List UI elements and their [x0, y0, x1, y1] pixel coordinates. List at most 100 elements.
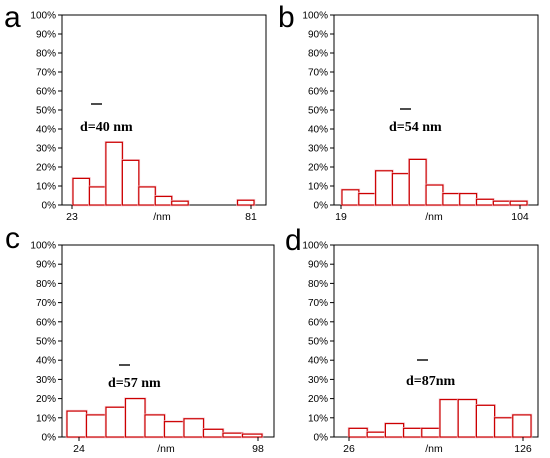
y-tick-label-d: 70% [308, 298, 328, 309]
histogram-bar-d [494, 417, 514, 438]
histogram-bar-a [236, 199, 255, 206]
y-tick-label-a: 100% [30, 11, 56, 22]
histogram-bar-c [241, 433, 263, 438]
y-tick-label-a: 50% [36, 106, 56, 117]
x-unit-label-c: /nm [157, 443, 175, 455]
histogram-bar-b [459, 193, 478, 206]
x-unit-label-a: /nm [153, 211, 171, 223]
y-tick-label-b: 30% [308, 144, 328, 155]
y-tick-label-b: 90% [308, 30, 328, 41]
histogram-bar-c [144, 414, 166, 438]
y-tick-label-b: 20% [308, 163, 328, 174]
histogram-bar-d [475, 404, 496, 438]
y-tick-label-c: 20% [36, 394, 56, 405]
plot-frame-b [333, 14, 539, 206]
x-tick-label-a: 81 [245, 211, 257, 223]
histogram-bar-a [121, 159, 140, 206]
histogram-bar-c [163, 421, 185, 438]
x-tick-label-b: 104 [511, 211, 529, 223]
histogram-bar-c [183, 418, 205, 438]
histogram-bar-c [202, 428, 224, 438]
plot-frame-a [61, 14, 267, 206]
x-unit-label-d: /nm [425, 443, 443, 455]
y-tick-label-a: 0% [42, 201, 57, 212]
y-tick-label-a: 90% [36, 30, 56, 41]
histogram-bar-b [425, 184, 444, 206]
panel-label-a: a [4, 1, 21, 34]
y-tick-label-a: 20% [36, 163, 56, 174]
histogram-bar-a [88, 186, 107, 206]
histogram-bar-d [439, 398, 459, 438]
y-tick-label-a: 60% [36, 87, 56, 98]
mean-diameter-annotation-d: d=87nm [406, 374, 456, 389]
y-tick-label-d: 10% [308, 413, 328, 424]
y-tick-label-a: 10% [36, 182, 56, 193]
x-tick-label-d: 126 [514, 443, 532, 455]
histogram-bar-c [66, 410, 88, 438]
x-tick-label-d: 26 [343, 443, 355, 455]
histogram-bar-c [124, 398, 146, 438]
y-tick-label-d: 20% [308, 394, 328, 405]
y-tick-label-c: 70% [36, 298, 56, 309]
histogram-bar-b [509, 200, 528, 206]
x-tick-label-c: 24 [73, 443, 85, 455]
y-tick-label-d: 30% [308, 375, 328, 386]
y-tick-label-a: 70% [36, 68, 56, 79]
mean-diameter-annotation-c: d=57 nm [108, 376, 161, 391]
histogram-bar-d [512, 414, 532, 438]
y-tick-label-b: 0% [314, 201, 329, 212]
y-tick-label-c: 90% [36, 260, 56, 271]
y-tick-label-b: 10% [308, 182, 328, 193]
histogram-bar-b [391, 173, 410, 206]
y-tick-label-a: 40% [36, 125, 56, 136]
y-tick-label-d: 60% [308, 317, 328, 328]
histogram-bar-b [442, 193, 461, 206]
y-tick-label-c: 100% [30, 241, 56, 252]
histogram-bar-c [105, 406, 127, 438]
y-tick-label-c: 80% [36, 279, 56, 290]
x-unit-label-b: /nm [425, 211, 443, 223]
y-tick-label-b: 70% [308, 68, 328, 79]
y-tick-label-c: 60% [36, 317, 56, 328]
y-tick-label-b: 40% [308, 125, 328, 136]
y-tick-label-d: 80% [308, 279, 328, 290]
histogram-bar-d [384, 422, 405, 438]
histogram-bar-b [492, 200, 511, 206]
y-tick-label-c: 50% [36, 337, 56, 348]
histogram-bar-d [366, 431, 387, 438]
panel-label-c: c [5, 222, 20, 255]
histogram-bar-d [421, 427, 441, 438]
histogram-bar-d [457, 398, 478, 438]
y-tick-label-b: 80% [308, 49, 328, 60]
y-tick-label-c: 0% [42, 433, 57, 444]
y-tick-label-b: 100% [302, 11, 328, 22]
histogram-bar-a [154, 195, 173, 206]
histogram-bar-a [138, 186, 156, 206]
histogram-bar-d [348, 427, 368, 438]
mean-diameter-annotation-b: d=54 nm [389, 120, 442, 135]
y-tick-label-d: 0% [314, 433, 329, 444]
y-tick-label-d: 100% [302, 241, 328, 252]
x-tick-label-a: 23 [66, 211, 78, 223]
histogram-bar-d [403, 427, 423, 438]
histogram-bar-a [105, 141, 123, 206]
histogram-bar-b [341, 189, 360, 206]
x-tick-label-b: 19 [335, 211, 347, 223]
histogram-bar-b [475, 198, 494, 206]
panel-label-b: b [278, 1, 295, 34]
y-tick-label-c: 30% [36, 375, 56, 386]
x-tick-label-c: 98 [252, 443, 264, 455]
y-tick-label-b: 50% [308, 106, 328, 117]
mean-diameter-annotation-a: d=40 nm [80, 120, 133, 135]
y-tick-label-d: 40% [308, 356, 328, 367]
histogram-bar-b [358, 193, 377, 206]
histogram-bar-b [408, 158, 427, 206]
histogram-bar-b [375, 170, 394, 206]
histogram-bar-c [85, 414, 107, 438]
y-tick-label-a: 80% [36, 49, 56, 60]
y-tick-label-b: 60% [308, 87, 328, 98]
y-tick-label-d: 50% [308, 337, 328, 348]
histogram-bar-a [72, 177, 91, 206]
histogram-bar-a [171, 200, 189, 206]
